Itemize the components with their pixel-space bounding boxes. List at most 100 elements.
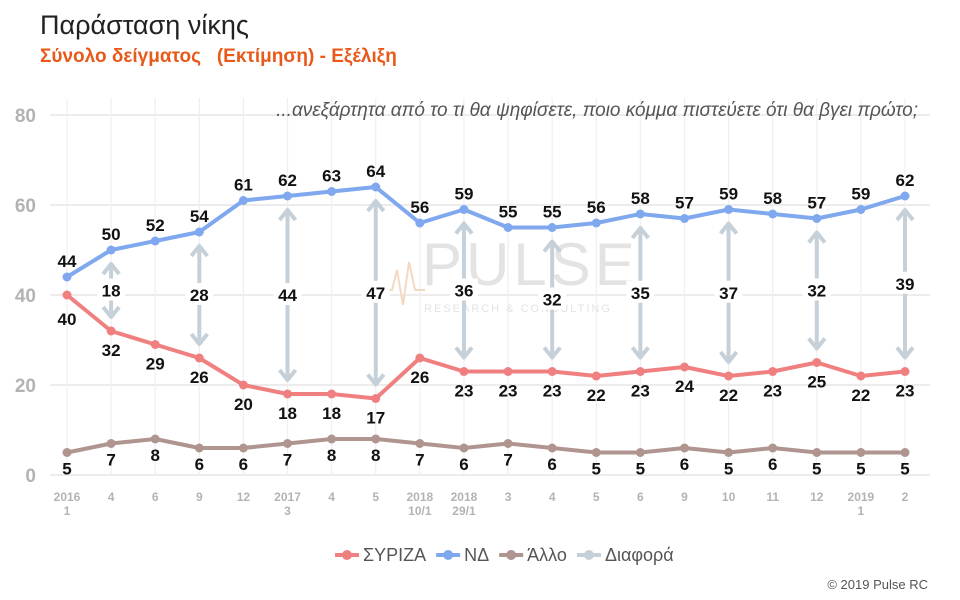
legend-label-nd: ΝΔ	[464, 545, 489, 565]
chart-subtitle: Σύνολο δείγματος (Εκτίμηση) - Εξέλιξη	[40, 46, 397, 67]
data-point-syriza	[812, 358, 822, 367]
data-point-allo	[503, 439, 513, 448]
data-point-allo	[106, 439, 116, 448]
data-label-nd: 58	[763, 189, 782, 208]
data-label-syriza: 23	[454, 382, 473, 401]
data-point-nd	[283, 191, 293, 201]
data-point-nd	[415, 218, 425, 228]
data-label-nd: 59	[851, 185, 870, 204]
data-label-nd: 55	[499, 203, 518, 222]
legend-marker-syriza	[342, 550, 352, 560]
x-tick-label: 11	[766, 490, 779, 504]
data-point-syriza	[106, 326, 116, 336]
difference-label-bg	[185, 283, 214, 305]
data-point-allo	[371, 434, 381, 444]
data-point-syriza	[371, 394, 381, 403]
x-tick-label: 4	[549, 490, 556, 504]
data-point-allo	[547, 443, 557, 453]
series-lines	[62, 182, 910, 457]
data-label-allo: 7	[283, 451, 292, 470]
legend: ΣΥΡΙΖΑ ΝΔ Άλλο Διαφορά	[335, 545, 674, 565]
data-point-nd	[62, 272, 72, 282]
difference-label-bg	[449, 278, 478, 301]
x-tick-label: 6	[152, 490, 159, 504]
difference-label: 36	[454, 282, 473, 301]
difference-arrows: 18 28 44 47 36 32 35 37 32 39	[97, 199, 919, 387]
data-label-nd: 58	[631, 189, 650, 208]
data-point-syriza	[503, 367, 513, 376]
difference-arrow-head-up	[719, 221, 739, 235]
data-point-allo	[283, 439, 293, 448]
difference-arrow-head-down	[101, 305, 121, 319]
data-point-allo	[150, 434, 160, 444]
difference-label-bg	[361, 280, 390, 303]
data-label-allo: 8	[150, 446, 159, 465]
x-tick-label: 3	[505, 490, 512, 504]
data-label-syriza: 22	[851, 386, 870, 405]
x-tick-label: 2018	[406, 490, 433, 504]
difference-label-bg	[802, 278, 831, 301]
difference-label: 39	[896, 275, 915, 294]
difference-arrow-head-down	[189, 332, 209, 346]
watermark-pulse-icon	[382, 261, 425, 306]
data-point-nd	[547, 223, 557, 232]
x-tick-label: 2017	[274, 490, 301, 504]
data-label-syriza: 40	[58, 310, 77, 329]
data-point-nd	[106, 245, 116, 255]
data-label-nd: 59	[454, 185, 473, 204]
x-tick-label: 12	[237, 490, 251, 504]
data-label-nd: 57	[807, 194, 826, 213]
data-point-allo	[415, 439, 425, 448]
data-point-nd	[812, 214, 822, 223]
data-point-syriza	[238, 380, 248, 390]
difference-arrow-head-up	[542, 239, 562, 253]
data-point-nd	[371, 182, 381, 192]
data-label-syriza: 17	[366, 409, 385, 428]
data-point-nd	[768, 209, 778, 219]
data-label-syriza: 22	[719, 386, 738, 405]
data-label-syriza: 26	[410, 368, 429, 387]
difference-arrow-head-up	[454, 221, 474, 235]
data-label-nd: 44	[58, 252, 77, 271]
difference-arrow-head-up	[366, 199, 386, 213]
data-label-nd: 52	[146, 216, 165, 235]
difference-arrow-head-up	[277, 208, 298, 222]
data-point-allo	[194, 443, 204, 453]
data-label-syriza: 22	[587, 386, 606, 405]
data-label-nd: 63	[322, 167, 341, 186]
x-tick-label: 1	[64, 504, 71, 518]
data-label-nd: 62	[278, 171, 297, 190]
copyright: © 2019 Pulse RC	[827, 577, 928, 592]
data-point-syriza	[415, 353, 425, 363]
data-point-nd	[591, 218, 601, 228]
data-label-syriza: 18	[322, 404, 341, 423]
data-point-allo	[459, 443, 469, 453]
y-tick-label: 20	[15, 376, 36, 397]
series-line-nd	[65, 185, 906, 279]
difference-arrow-head-down	[277, 368, 298, 382]
difference-label: 37	[719, 284, 738, 303]
x-tick-label: 2016	[54, 490, 81, 504]
difference-label-bg	[273, 283, 302, 305]
legend-marker-allo	[506, 550, 517, 560]
data-point-allo	[591, 448, 601, 457]
data-label-allo: 5	[900, 460, 909, 479]
data-label-nd: 56	[587, 198, 606, 217]
data-label-syriza: 23	[896, 382, 915, 401]
data-label-allo: 5	[592, 460, 601, 479]
difference-label: 44	[278, 286, 297, 305]
difference-arrow-head-down	[895, 346, 915, 360]
difference-label-bg	[626, 280, 655, 303]
difference-label: 47	[366, 284, 385, 303]
data-point-syriza	[459, 367, 469, 376]
difference-arrow-head-up	[101, 262, 121, 276]
x-tick-label: 10	[722, 490, 736, 504]
data-point-nd	[150, 236, 160, 246]
data-point-syriza	[591, 371, 601, 381]
data-label-allo: 7	[106, 451, 115, 470]
data-label-syriza: 23	[631, 382, 650, 401]
x-tick-label: 2018	[451, 490, 478, 504]
data-label-allo: 5	[62, 460, 71, 479]
